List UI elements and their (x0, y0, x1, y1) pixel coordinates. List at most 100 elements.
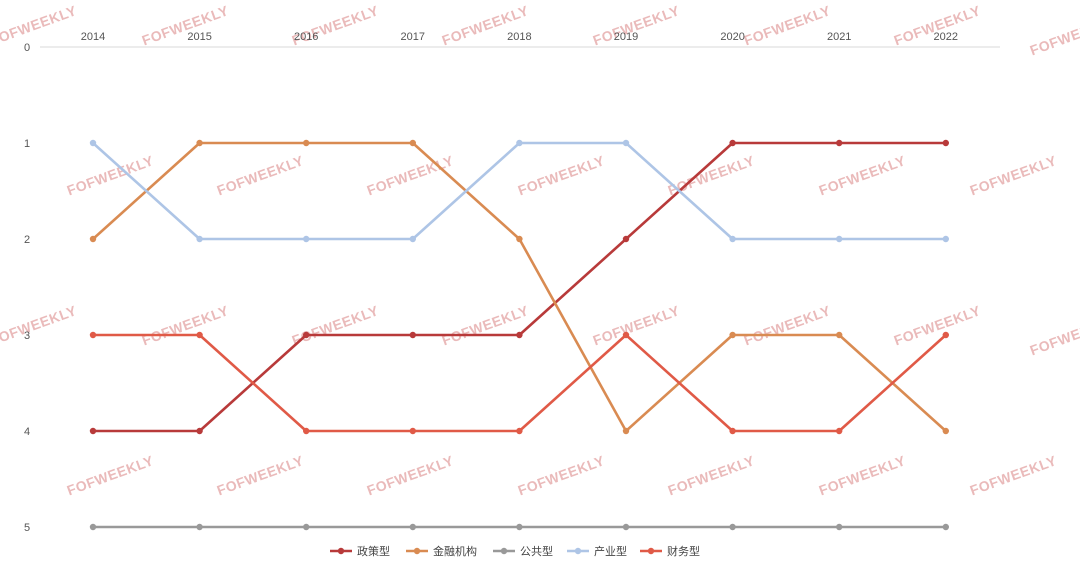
y-tick-label: 1 (24, 138, 30, 150)
data-point (622, 235, 630, 243)
y-tick-label: 3 (24, 330, 30, 342)
watermark: FOFWEEKLY (1028, 312, 1080, 358)
data-point (89, 427, 97, 435)
x-tick-label: 2021 (827, 31, 851, 43)
series-group (89, 139, 949, 435)
data-point (196, 523, 203, 531)
x-tick-labels: 2014 2015 2016 2017 2018 2019 2020 2021 2022 (81, 31, 958, 43)
data-point (303, 523, 310, 531)
y-tick-label: 5 (24, 522, 30, 534)
data-point (942, 427, 949, 435)
legend-item: 金融机构 (406, 544, 477, 558)
x-tick-label: 2016 (294, 31, 318, 43)
data-point (729, 523, 736, 531)
watermark: FOFWEEKLY (817, 452, 908, 498)
data-point (89, 235, 97, 243)
y-tick-label: 0 (24, 42, 30, 54)
data-point (89, 331, 97, 339)
data-point (836, 427, 843, 435)
watermark: FOFWEEKLY (140, 302, 231, 348)
data-point (196, 139, 203, 147)
x-tick-label: 2017 (401, 31, 425, 43)
legend-swatch-marker (647, 547, 655, 555)
y-tick-label: 2 (24, 234, 30, 246)
watermark: FOFWEEKLY (0, 2, 79, 48)
series-group (89, 331, 949, 435)
watermark: FOFWEEKLY (290, 302, 381, 348)
data-point (516, 427, 523, 435)
watermark: FOFWEEKLY (666, 452, 757, 498)
data-point (89, 523, 97, 531)
watermark: FOFWEEKLY (440, 302, 531, 348)
watermark: FOFWEEKLY (140, 2, 231, 48)
watermark: FOFWEEKLY (968, 452, 1059, 498)
x-tick-label: 2022 (934, 31, 958, 43)
data-point (516, 331, 523, 339)
data-point (409, 427, 416, 435)
watermark: FOFWEEKLY (742, 302, 833, 348)
legend-swatch-marker (337, 547, 345, 555)
series-group (89, 139, 949, 243)
data-point (729, 427, 736, 435)
data-point (836, 331, 843, 339)
data-point (729, 235, 736, 243)
data-point (303, 427, 310, 435)
series-group (89, 523, 949, 531)
x-tick-label: 2014 (81, 31, 105, 43)
data-point (942, 139, 949, 147)
data-point (622, 427, 630, 435)
data-point (196, 235, 203, 243)
data-point (303, 235, 310, 243)
data-point (196, 427, 203, 435)
legend-swatch-marker (574, 547, 582, 555)
legend-item: 政策型 (330, 544, 390, 558)
data-point (409, 523, 416, 531)
legend-label: 政策型 (357, 544, 390, 558)
data-point (622, 523, 630, 531)
watermark: FOFWEEKLY (0, 302, 79, 348)
watermark: FOFWEEKLY (65, 452, 156, 498)
legend-item: 财务型 (640, 544, 700, 558)
data-point (516, 523, 523, 531)
legend: 政策型 金融机构 公共型 产业型 财务型 (330, 544, 700, 558)
data-point (409, 235, 416, 243)
series-layer (89, 139, 949, 531)
data-point (409, 139, 416, 147)
watermark: FOFWEEKLY (516, 152, 607, 198)
data-point (836, 235, 843, 243)
data-point (729, 331, 736, 339)
legend-swatch-marker (413, 547, 421, 555)
legend-item: 公共型 (493, 544, 553, 558)
data-point (303, 139, 310, 147)
watermark: FOFWEEKLY (817, 152, 908, 198)
data-point (516, 235, 523, 243)
watermark: FOFWEEKLY (215, 152, 306, 198)
data-point (942, 331, 949, 339)
data-point (622, 139, 630, 147)
data-point (836, 523, 843, 531)
data-point (303, 331, 310, 339)
data-point (516, 139, 523, 147)
legend-swatch-marker (500, 547, 508, 555)
data-point (409, 331, 416, 339)
watermark: FOFWEEKLY (365, 152, 456, 198)
legend-label: 公共型 (520, 544, 553, 558)
watermark: FOFWEEKLY (591, 302, 682, 348)
data-point (89, 139, 97, 147)
data-point (196, 331, 203, 339)
data-point (729, 139, 736, 147)
series-line (91, 333, 948, 433)
x-tick-label: 2019 (614, 31, 638, 43)
y-tick-label: 4 (24, 426, 30, 438)
legend-label: 产业型 (594, 544, 627, 558)
watermark: FOFWEEKLY (968, 152, 1059, 198)
watermark: FOFWEEKLY (516, 452, 607, 498)
watermark: FOFWEEKLY (365, 452, 456, 498)
watermark: FOFWEEKLY (1028, 12, 1080, 58)
data-point (942, 235, 949, 243)
watermark: FOFWEEKLY (742, 2, 833, 48)
legend-item: 产业型 (567, 544, 627, 558)
x-tick-label: 2015 (187, 31, 211, 43)
watermark: FOFWEEKLY (215, 452, 306, 498)
